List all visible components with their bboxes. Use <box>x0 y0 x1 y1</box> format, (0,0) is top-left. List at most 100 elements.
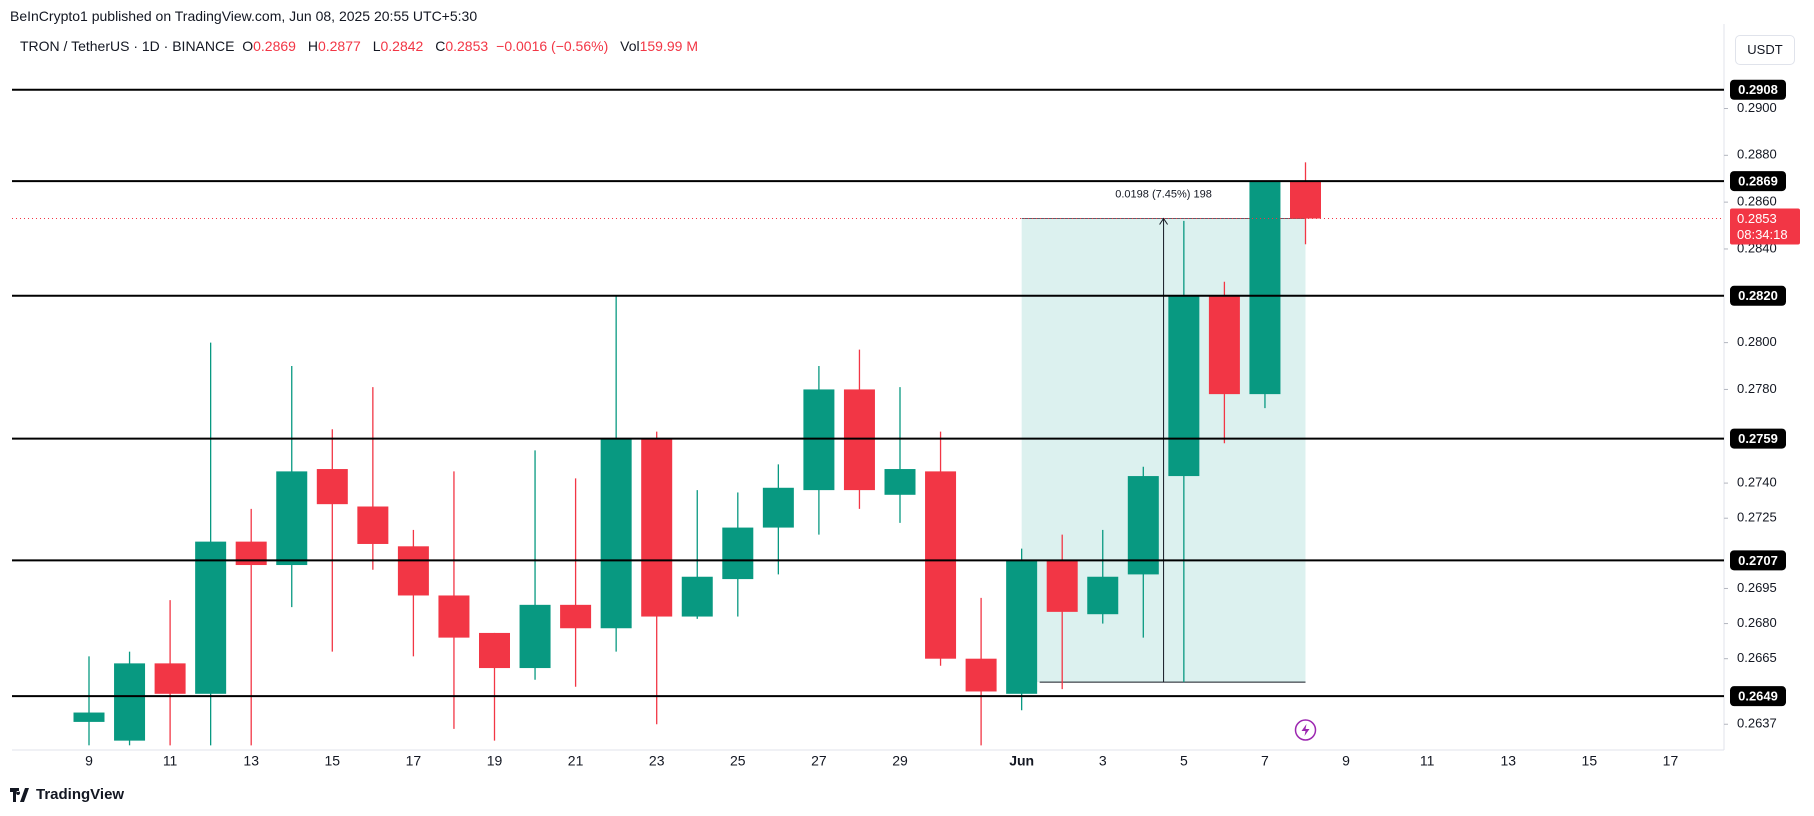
ohlc-value: 0.2877 <box>317 38 361 54</box>
brand: TradingView <box>36 786 125 803</box>
y-tick-label: 0.2900 <box>1737 100 1777 115</box>
candle-body <box>925 471 957 659</box>
candle-body <box>1290 181 1321 219</box>
candle-body <box>154 663 186 694</box>
candle-body <box>1208 295 1240 395</box>
level-label-bg <box>1730 171 1786 192</box>
measure-label: 0.0198 (7.45%) 198 <box>1115 188 1212 200</box>
level-label-bg <box>1730 686 1786 707</box>
x-tick-label: 11 <box>1420 753 1435 769</box>
ohlc-value: 0.2842 <box>380 38 424 54</box>
publish-info: BeInCrypto1 published on TradingView.com… <box>10 8 478 24</box>
candle-body <box>73 712 105 722</box>
last-price-bg <box>1730 208 1800 245</box>
y-tick-label: 0.2780 <box>1737 381 1777 396</box>
candle-body <box>965 658 997 692</box>
y-tick-label: 0.2695 <box>1737 580 1777 595</box>
x-tick-label: 13 <box>243 753 259 769</box>
candle-body <box>235 541 267 566</box>
currency-button[interactable]: USDT <box>1735 35 1795 65</box>
level-label: 0.2759 <box>1738 431 1778 446</box>
candle-body <box>722 527 754 580</box>
ohlc-value: 0.2869 <box>253 38 296 54</box>
y-tick-label: 0.2680 <box>1737 615 1777 630</box>
countdown: 08:34:18 <box>1737 227 1788 242</box>
volume: 159.99 M <box>639 38 698 54</box>
candle-body <box>641 438 673 617</box>
footer: TradingView <box>10 786 124 803</box>
x-tick-label: 25 <box>730 753 746 769</box>
x-tick-label: 7 <box>1261 753 1269 769</box>
candle-body <box>114 663 146 741</box>
x-tick-label: 17 <box>1663 753 1679 769</box>
x-tick-label: 13 <box>1500 753 1516 769</box>
candle-body <box>1168 295 1200 477</box>
candle-body <box>397 546 429 596</box>
x-tick-label: 23 <box>649 753 665 769</box>
candle-body <box>803 389 835 491</box>
candle-body <box>195 541 227 694</box>
candle-body <box>560 604 592 629</box>
y-tick-label: 0.2800 <box>1737 334 1777 349</box>
x-tick-label: 19 <box>487 753 503 769</box>
x-tick-label: 15 <box>1582 753 1598 769</box>
x-tick-label: 21 <box>568 753 584 769</box>
level-label-bg <box>1730 79 1786 100</box>
candle-body <box>438 595 470 638</box>
candle-body <box>884 469 916 495</box>
x-tick-label: 27 <box>811 753 827 769</box>
ohlc-label: O <box>242 38 254 54</box>
candle-body <box>357 506 389 544</box>
x-tick-label: 5 <box>1180 753 1188 769</box>
ohlc-label: C <box>435 38 446 54</box>
level-label: 0.2869 <box>1738 174 1778 189</box>
y-tick-label: 0.2740 <box>1737 475 1777 490</box>
level-label-bg <box>1730 285 1786 306</box>
level-label: 0.2820 <box>1738 288 1778 303</box>
candle-body <box>843 389 875 491</box>
candle-body <box>519 604 551 669</box>
x-tick-label: 17 <box>406 753 422 769</box>
candle-body <box>316 469 348 505</box>
candle-body <box>276 471 308 566</box>
x-tick-label: Jun <box>1009 753 1034 769</box>
x-tick-label: 9 <box>85 753 93 769</box>
candle-body <box>1046 560 1078 612</box>
x-tick-label: 15 <box>325 753 341 769</box>
logo <box>10 787 29 802</box>
measure-arrowhead <box>1159 217 1168 225</box>
candle-body <box>479 632 510 669</box>
candle-body <box>762 487 794 528</box>
ohlc-label: H <box>307 38 318 54</box>
y-tick-label: 0.2725 <box>1737 510 1777 525</box>
candle-body <box>1006 560 1038 694</box>
candle-body <box>600 438 632 629</box>
x-tick-label: 9 <box>1342 753 1350 769</box>
symbol-header: TRON / TetherUS · 1D · BINANCE O0.2869 H… <box>20 38 706 54</box>
x-tick-label: 11 <box>163 753 178 769</box>
y-tick-label: 0.2860 <box>1737 194 1777 209</box>
y-tick-label: 0.2665 <box>1737 650 1777 665</box>
level-label: 0.2908 <box>1738 82 1778 97</box>
x-tick-label: 3 <box>1099 753 1107 769</box>
y-tick-label: 0.2880 <box>1737 147 1777 162</box>
last-price-label: 0.2853 <box>1737 211 1777 226</box>
candle-body <box>681 576 713 617</box>
level-label-bg <box>1730 550 1786 571</box>
candle-body <box>1249 181 1281 395</box>
y-tick-label: 0.2637 <box>1737 716 1777 731</box>
level-label-bg <box>1730 428 1786 449</box>
change: −0.0016 (−0.56%) <box>496 38 609 54</box>
ohlc-label: L <box>372 38 381 54</box>
candle-body <box>1087 576 1119 615</box>
event-icon-bolt <box>1301 724 1310 736</box>
x-tick-label: 29 <box>892 753 908 769</box>
level-label: 0.2707 <box>1738 553 1778 568</box>
symbol: TRON / TetherUS · 1D · BINANCE <box>20 38 235 54</box>
candle-body <box>1127 476 1159 575</box>
volume-label: Vol <box>620 38 640 54</box>
level-label: 0.2649 <box>1738 689 1778 704</box>
ohlc-value: 0.2853 <box>445 38 489 54</box>
